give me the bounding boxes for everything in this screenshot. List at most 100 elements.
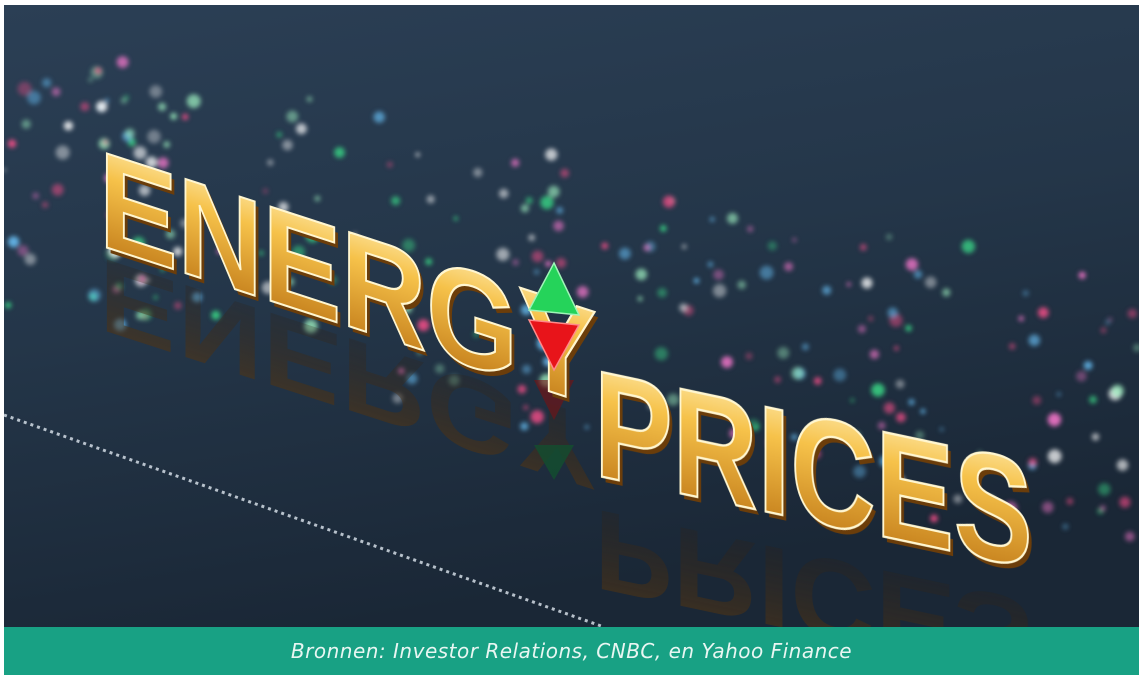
bokeh-dot — [553, 221, 564, 232]
bokeh-dot — [88, 78, 93, 83]
bokeh-dot — [170, 113, 177, 120]
bokeh-dot — [906, 258, 918, 270]
bokeh-dot — [117, 56, 129, 68]
bokeh-dot — [1067, 498, 1074, 505]
bokeh-dot — [296, 123, 307, 134]
bokeh-dot — [1089, 396, 1097, 404]
bokeh-dot — [1042, 502, 1053, 513]
bokeh-dot — [638, 296, 643, 301]
bokeh-dot — [267, 159, 274, 166]
bokeh-dot — [925, 277, 937, 289]
bokeh-dot — [52, 87, 61, 96]
bokeh-dot — [473, 168, 482, 177]
bokeh-dot — [96, 101, 107, 112]
bokeh-dot — [286, 111, 298, 123]
bokeh-dot — [888, 308, 898, 318]
bokeh-dot — [27, 91, 41, 105]
bokeh-dot — [150, 85, 163, 98]
bokeh-dot — [858, 325, 866, 333]
bokeh-dot — [548, 186, 560, 198]
bokeh-dot — [822, 286, 831, 295]
bokeh-dot — [792, 238, 796, 242]
bokeh-dot — [914, 270, 922, 278]
bokeh-dot — [663, 196, 675, 208]
bokeh-dot — [1119, 497, 1130, 508]
bokeh-dot — [1079, 272, 1086, 279]
bokeh-dot — [747, 226, 753, 232]
bokeh-dot — [545, 149, 557, 161]
bokeh-dot — [905, 325, 911, 331]
bokeh-dot — [1018, 316, 1024, 322]
bokeh-dot — [784, 262, 793, 271]
bokeh-dot — [737, 281, 746, 290]
bokeh-dot — [25, 254, 37, 266]
bokeh-dot — [80, 102, 89, 111]
bokeh-dot — [499, 189, 509, 199]
bokeh-dot — [1100, 505, 1106, 511]
bokeh-dot — [868, 316, 873, 321]
bokeh-dot — [1076, 371, 1087, 382]
bokeh-dot — [657, 288, 667, 298]
bokeh-dot — [454, 217, 458, 221]
bokeh-dot — [511, 159, 519, 167]
bokeh-dot — [556, 258, 566, 268]
bokeh-dot — [1038, 307, 1049, 318]
bokeh-dot — [1092, 433, 1099, 440]
bokeh-dot — [908, 399, 914, 405]
bokeh-dot — [42, 202, 48, 208]
bokeh-dot — [1057, 392, 1061, 396]
bokeh-dot — [791, 367, 804, 380]
bokeh-dot — [942, 288, 950, 296]
bokeh-dot — [871, 383, 885, 397]
bokeh-dot — [601, 243, 608, 250]
bokeh-dot — [1062, 524, 1068, 530]
bokeh-dot — [694, 278, 699, 283]
bokeh-dot — [644, 244, 651, 251]
bokeh-dot — [391, 196, 400, 205]
bokeh-dot — [713, 284, 726, 297]
bokeh-dot — [1101, 327, 1107, 333]
bokeh-dot — [713, 270, 724, 281]
bokeh-dot — [1023, 290, 1029, 296]
bokeh-dot — [56, 146, 70, 160]
bokeh-dot — [1108, 317, 1112, 321]
bokeh-dot — [528, 234, 535, 241]
bokeh-dot — [833, 369, 846, 382]
bokeh-dot — [526, 197, 533, 204]
bokeh-dot — [896, 380, 905, 389]
bokeh-dot — [277, 132, 283, 138]
bokeh-dot — [158, 103, 166, 111]
bokeh-dot — [22, 120, 31, 129]
bokeh-dot — [1084, 361, 1093, 370]
figure: ENERGY PRICES ENERGY ENERGY PRICES PRICE… — [4, 5, 1139, 675]
bokeh-dot — [802, 343, 809, 350]
bokeh-dot — [727, 213, 738, 224]
bokeh-dot — [532, 251, 544, 263]
bokeh-dot — [777, 347, 789, 359]
bokeh-dot — [1048, 449, 1062, 463]
bokeh-dot — [710, 217, 715, 222]
bokeh-dot — [521, 204, 529, 212]
bokeh-dot — [760, 266, 774, 280]
bokeh-dot — [1117, 459, 1128, 470]
bokeh-dot — [387, 162, 393, 168]
image: ENERGY PRICES ENERGY ENERGY PRICES PRICE… — [4, 5, 1139, 627]
bokeh-dot — [282, 140, 293, 151]
caption: Bronnen: Investor Relations, CNBC, en Ya… — [4, 627, 1139, 675]
bokeh-dot — [334, 147, 345, 158]
bokeh-dot — [1009, 343, 1015, 349]
bokeh-dot — [307, 96, 313, 102]
bokeh-dot — [540, 196, 553, 209]
bokeh-dot — [427, 195, 435, 203]
bokeh-dot — [847, 282, 851, 286]
bokeh-dot — [8, 140, 16, 148]
bokeh-dot — [416, 153, 420, 157]
bokeh-dot — [619, 248, 631, 260]
bokeh-dot — [679, 304, 687, 312]
bokeh-dot — [18, 245, 29, 256]
bokeh-dot — [746, 353, 753, 360]
bokeh-dot — [187, 94, 201, 108]
bokeh-dot — [1098, 483, 1110, 495]
bokeh-dot — [814, 377, 822, 385]
bokeh-dot — [560, 169, 569, 178]
